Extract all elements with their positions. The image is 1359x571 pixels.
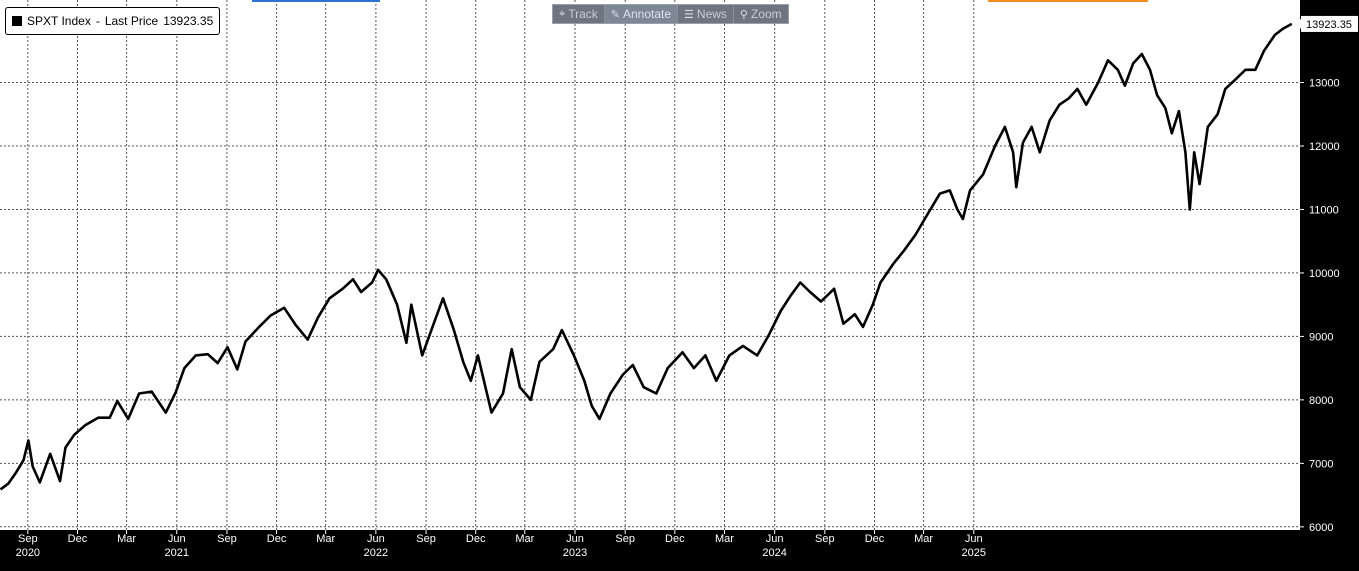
x-tick-label: Mar [914,533,933,545]
x-tick-label: Mar [117,533,136,545]
zoom-label: Zoom [750,7,782,21]
x-year-label: 2025 [962,547,986,559]
legend-field: Last Price [104,14,159,28]
x-tick-label: Sep [416,533,436,545]
x-tick-label: Mar [316,533,335,545]
x-year-label: 2022 [364,547,388,559]
x-tick-label: Dec [267,533,287,545]
x-tick-label: Sep [615,533,635,545]
y-tick-label: 10000 [1309,268,1340,280]
legend-swatch [12,16,22,26]
y-tick-label: 9000 [1309,331,1333,343]
track-button[interactable]: ⌖ Track [553,5,605,23]
price-series-line [0,22,1293,491]
x-year-label: 2020 [16,547,40,559]
x-tick-label: Sep [815,533,835,545]
x-axis-labels: Sep Dec Mar Jun Sep Dec Mar Jun Sep Dec Mar Jun Sep D… [16,530,986,559]
chart-legend[interactable]: SPXT Index - Last Price 13923.35 [5,7,221,35]
last-price-pointer [1296,18,1301,29]
news-label: News [696,7,727,21]
zoom-button[interactable]: ⚲ Zoom [734,5,788,23]
top-accent-bar [252,0,380,2]
last-price-box [1301,15,1358,32]
track-label: Track [568,7,598,21]
x-tick-label: Jun [168,533,186,545]
crosshair-icon: ⌖ [559,7,566,20]
x-tick-label: Jun [965,533,983,545]
y-axis-labels: 6000 7000 8000 9000 10000 11000 12000 13000 [1300,78,1340,534]
annotate-button[interactable]: ✎ Annotate [604,5,679,23]
x-tick-label: Mar [715,533,734,545]
x-tick-label: Dec [665,533,685,545]
y-tick-label: 13000 [1309,78,1340,90]
y-tick-label: 6000 [1309,522,1333,534]
x-tick-label: Sep [217,533,237,545]
x-tick-label: Jun [367,533,385,545]
annotate-label: Annotate [622,7,672,21]
y-tick-label: 7000 [1309,458,1333,470]
y-axis-band [1300,0,1359,571]
last-price-label: 13923.35 [1306,19,1352,31]
x-year-label: 2024 [762,547,786,559]
pencil-icon: ✎ [610,8,620,21]
legend-series-name: SPXT Index [27,14,91,28]
plot-background [0,0,1300,530]
x-tick-label: Dec [68,533,88,545]
news-button[interactable]: ☰ News [678,5,734,23]
y-tick-label: 12000 [1309,141,1340,153]
x-axis-band [0,530,1300,571]
x-year-label: 2023 [563,547,587,559]
chart-toolbar: ⌖ Track ✎ Annotate ☰ News ⚲ Zoom [552,4,789,24]
legend-value: 13923.35 [163,14,214,28]
top-accent-bar-orange [988,0,1148,2]
magnifier-icon: ⚲ [739,8,748,21]
x-tick-label: Jun [766,533,784,545]
x-tick-label: Jun [566,533,584,545]
x-tick-label: Dec [865,533,885,545]
y-tick-label: 11000 [1309,204,1339,216]
legend-separator: - [95,14,100,28]
news-icon: ☰ [684,8,694,21]
last-price-marker: 13923.35 [1296,15,1358,32]
x-year-label: 2021 [165,547,189,559]
x-tick-label: Dec [466,533,486,545]
x-tick-label: Sep [18,533,38,545]
x-tick-label: Mar [515,533,534,545]
y-tick-label: 8000 [1309,395,1333,407]
grid-lines [0,0,1300,530]
